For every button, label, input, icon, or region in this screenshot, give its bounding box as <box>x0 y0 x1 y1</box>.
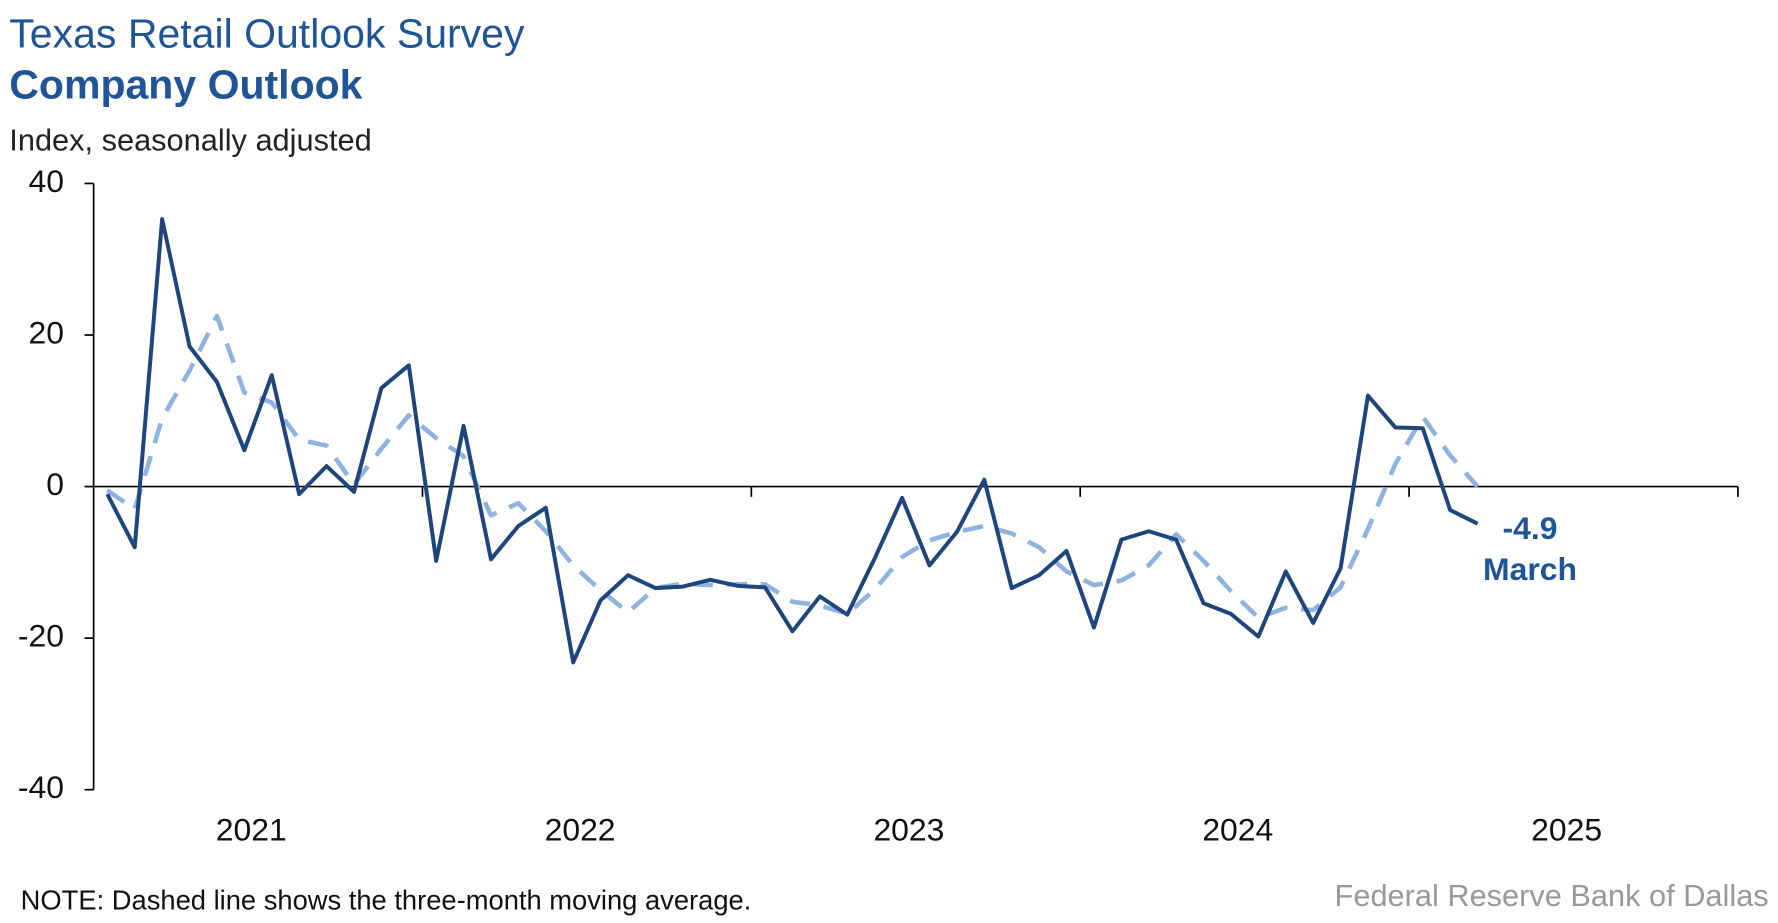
line-series <box>105 217 1479 665</box>
x-tick-label: 2023 <box>873 811 944 847</box>
x-tick-label: 2021 <box>216 811 287 847</box>
y-axis-label: Index, seasonally adjusted <box>9 123 371 158</box>
x-tick-label: 2024 <box>1202 811 1273 847</box>
x-tick-label: 2022 <box>545 811 616 847</box>
y-tick-label: 40 <box>29 163 64 199</box>
chart-subtitle: Company Outlook <box>9 62 362 108</box>
source: Federal Reserve Bank of Dallas <box>1335 878 1769 913</box>
annotation: March <box>1483 551 1577 587</box>
y-tick-label: 20 <box>29 314 64 350</box>
y-tick-label: -20 <box>18 618 64 654</box>
x-tick-label: 2025 <box>1531 811 1602 847</box>
value-label: -4.9 <box>1503 510 1558 546</box>
chart-title: Texas Retail Outlook Survey <box>9 10 525 56</box>
line-series <box>106 313 1480 620</box>
note: NOTE: Dashed line shows the three-month … <box>21 885 752 916</box>
y-tick-label: 0 <box>46 466 64 502</box>
y-tick-label: -40 <box>18 769 64 805</box>
